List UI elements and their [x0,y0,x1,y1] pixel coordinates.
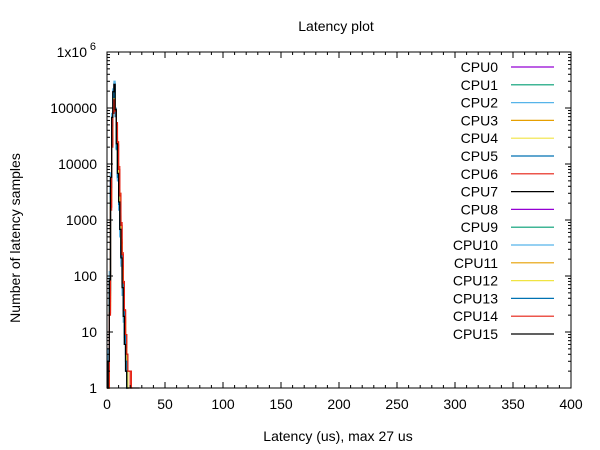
chart-title: Latency plot [298,18,374,34]
legend-label-cpu0: CPU0 [461,59,499,75]
legend-label-cpu12: CPU12 [453,273,498,289]
x-tick-label: 300 [443,396,467,412]
x-tick-label: 50 [157,396,173,412]
y-tick-label: 1x10 [57,44,88,60]
series-line-cpu15 [107,83,140,389]
x-tick-label: 150 [269,396,293,412]
y-axis-label: Number of latency samples [7,153,23,323]
legend-label-cpu5: CPU5 [461,148,499,164]
x-tick-label: 0 [103,396,111,412]
legend-label-cpu1: CPU1 [461,77,499,93]
x-tick-label: 400 [559,396,583,412]
legend-label-cpu2: CPU2 [461,95,499,111]
legend-label-cpu13: CPU13 [453,290,498,306]
legend-label-cpu10: CPU10 [453,237,498,253]
x-axis-label: Latency (us), max 27 us [263,428,412,444]
legend-label-cpu11: CPU11 [454,255,498,271]
legend-label-cpu15: CPU15 [453,326,498,342]
y-tick-label: 1 [89,380,97,396]
x-tick-label: 350 [501,396,525,412]
y-tick-label: 10 [81,324,97,340]
legend-label-cpu3: CPU3 [461,112,499,128]
axes: 0 50 100 150 200 250 300 350 400 1 10 100 1000 10000 1… [50,41,583,412]
x-tick-label: 200 [327,396,351,412]
legend-label-cpu9: CPU9 [461,219,499,235]
y-tick-label: 100 [74,268,98,284]
legend-label-cpu4: CPU4 [461,130,499,146]
legend-label-cpu7: CPU7 [461,184,499,200]
legend-label-cpu8: CPU8 [461,201,499,217]
y-tick-label: 10000 [58,156,97,172]
y-tick-label: 1000 [66,212,97,228]
plot-area [107,80,140,389]
x-tick-label: 250 [385,396,409,412]
y-tick-label: 100000 [50,100,97,116]
plot-border [106,51,572,389]
legend-label-cpu14: CPU14 [453,308,498,324]
legend-label-cpu6: CPU6 [461,166,499,182]
x-tick-label: 100 [211,396,235,412]
y-tick-exponent: 6 [90,41,96,53]
